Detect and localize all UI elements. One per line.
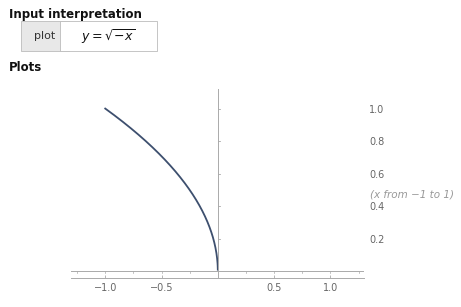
Text: (x from −1 to 1): (x from −1 to 1) [370, 190, 454, 200]
Text: $y = \sqrt{-x}$: $y = \sqrt{-x}$ [81, 27, 136, 46]
Text: Input interpretation: Input interpretation [9, 8, 142, 21]
Text: plot: plot [34, 31, 55, 41]
FancyBboxPatch shape [60, 21, 157, 51]
Text: Plots: Plots [9, 61, 42, 74]
FancyBboxPatch shape [21, 21, 69, 51]
